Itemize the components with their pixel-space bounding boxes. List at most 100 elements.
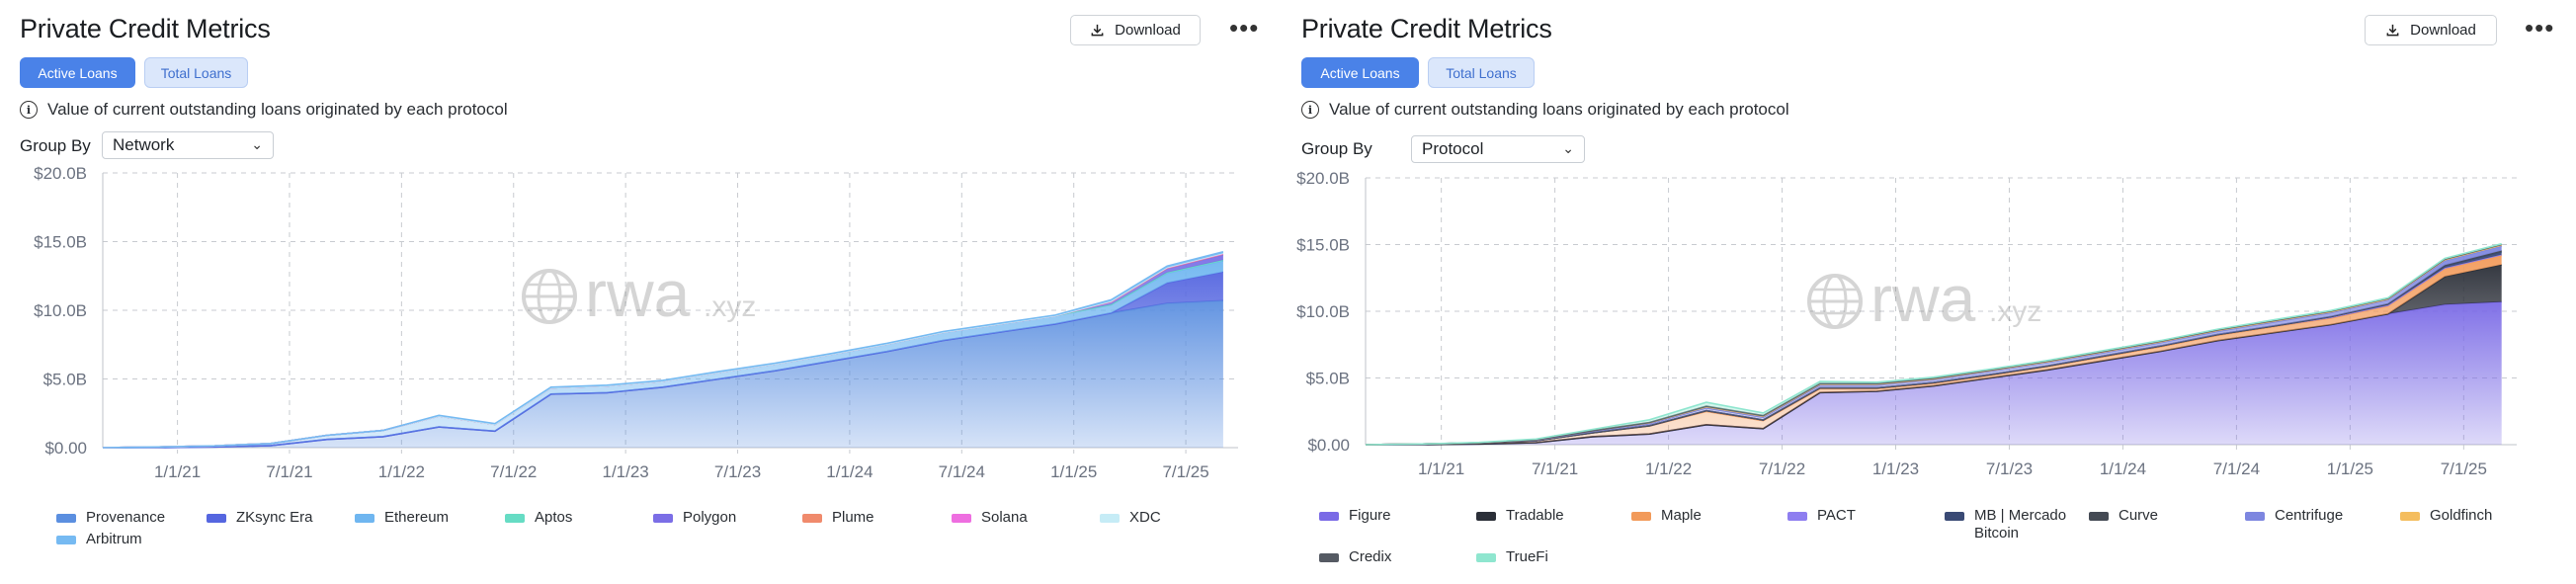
legend-label: Centrifuge <box>2275 507 2344 524</box>
more-options-icon[interactable]: ••• <box>2525 13 2555 42</box>
legend-swatch <box>1787 512 1807 521</box>
legend-item-arbitrum[interactable]: Arbitrum <box>56 531 142 548</box>
legend-swatch <box>802 514 822 523</box>
legend-label: ZKsync Era <box>236 509 313 526</box>
line-tradable <box>1366 264 2502 446</box>
x-tick-label: 7/1/24 <box>939 462 985 481</box>
group-by-value: Network <box>113 135 175 154</box>
legend-swatch <box>1319 512 1339 521</box>
legend-swatch <box>56 536 76 544</box>
x-tick-label: 7/1/21 <box>266 462 312 481</box>
y-tick-label: $5.0B <box>1306 370 1350 388</box>
legend-swatch <box>1945 512 1964 521</box>
legend-item-goldfinch[interactable]: Goldfinch <box>2400 507 2492 525</box>
legend-swatch <box>1476 512 1496 521</box>
globe-icon <box>522 269 577 324</box>
legend-swatch <box>355 514 374 523</box>
tab-active-loans[interactable]: Active Loans <box>1301 57 1419 88</box>
legend-item-plume[interactable]: Plume <box>802 509 874 527</box>
area-figure <box>1366 301 2502 445</box>
legend-item-credix[interactable]: Credix <box>1319 548 1391 566</box>
y-tick-label: $20.0B <box>34 164 87 183</box>
x-tick-label: 1/1/25 <box>2327 459 2373 478</box>
group-by-select[interactable]: Protocol ⌄ <box>1411 135 1585 163</box>
y-tick-label: $15.0B <box>1296 236 1350 255</box>
legend-item-provenance[interactable]: Provenance <box>56 509 165 527</box>
legend-item-solana[interactable]: Solana <box>952 509 1028 527</box>
legend-item-pact[interactable]: PACT <box>1787 507 1856 525</box>
x-tick-label: 7/1/25 <box>2441 459 2487 478</box>
more-options-icon[interactable]: ••• <box>1229 13 1260 42</box>
info-row: i Value of current outstanding loans ori… <box>20 100 508 120</box>
info-icon: i <box>1301 101 1319 119</box>
legend-label: Plume <box>832 509 874 526</box>
legend-label: MB | Mercado Bitcoin <box>1974 507 2067 542</box>
watermark: rwa .xyz <box>522 257 756 330</box>
legend-label: Credix <box>1349 548 1392 565</box>
group-by-select[interactable]: Network ⌄ <box>102 131 274 159</box>
legend-label: XDC <box>1129 509 1161 526</box>
legend-swatch <box>952 514 971 523</box>
x-tick-label: 7/1/24 <box>2213 459 2260 478</box>
legend-swatch <box>1631 512 1651 521</box>
download-button[interactable]: Download <box>1070 15 1201 45</box>
right-chart-panel: Private Credit Metrics Download ••• Acti… <box>1282 0 2566 584</box>
x-tick-label: 7/1/23 <box>1986 459 2033 478</box>
legend-item-aptos[interactable]: Aptos <box>505 509 572 527</box>
line-truefi <box>1365 242 2502 446</box>
x-tick-label: 1/1/21 <box>1418 459 1464 478</box>
tab-total-loans[interactable]: Total Loans <box>144 57 248 88</box>
y-tick-label: $0.00 <box>1307 436 1350 455</box>
info-text: Value of current outstanding loans origi… <box>47 100 508 119</box>
group-by-value: Protocol <box>1422 139 1484 158</box>
legend-item-curve[interactable]: Curve <box>2089 507 2158 525</box>
legend-item-figure[interactable]: Figure <box>1319 507 1391 525</box>
legend-item-zksync-era[interactable]: ZKsync Era <box>207 509 313 527</box>
legend-label: Ethereum <box>384 509 450 526</box>
x-tick-label: 7/1/22 <box>490 462 537 481</box>
legend-label: TrueFi <box>1506 548 1548 565</box>
x-tick-label: 7/1/22 <box>1759 459 1805 478</box>
line-arbitrum <box>102 251 1224 449</box>
legend-item-mb-mercado-bitcoin[interactable]: MB | Mercado Bitcoin <box>1945 507 2083 542</box>
legend-swatch <box>1100 514 1120 523</box>
legend-item-truefi[interactable]: TrueFi <box>1476 548 1548 566</box>
legend-item-xdc[interactable]: XDC <box>1100 509 1161 527</box>
globe-icon <box>1807 274 1863 329</box>
info-row: i Value of current outstanding loans ori… <box>1301 100 1789 120</box>
y-tick-label: $10.0B <box>34 301 87 320</box>
info-text: Value of current outstanding loans origi… <box>1329 100 1789 119</box>
legend-swatch <box>2400 512 2420 521</box>
watermark-text: rwa <box>1870 262 1976 335</box>
legend-label: Aptos <box>535 509 573 526</box>
legend-item-centrifuge[interactable]: Centrifuge <box>2245 507 2343 525</box>
group-by-label: Group By <box>1301 139 1372 158</box>
tab-active-loans[interactable]: Active Loans <box>20 57 135 88</box>
watermark-suffix: .xyz <box>704 291 756 323</box>
legend-swatch <box>2245 512 2265 521</box>
watermark-text: rwa <box>585 257 691 330</box>
series-areas <box>1365 242 2502 446</box>
legend-swatch <box>2089 512 2109 521</box>
x-tick-label: 7/1/23 <box>714 462 761 481</box>
x-tick-label: 7/1/25 <box>1162 462 1208 481</box>
download-button[interactable]: Download <box>2365 15 2497 45</box>
group-by-label: Group By <box>20 136 91 155</box>
legend-swatch <box>505 514 525 523</box>
watermark: rwa .xyz <box>1807 262 2041 335</box>
legend-item-tradable[interactable]: Tradable <box>1476 507 1564 525</box>
download-label: Download <box>2410 22 2476 39</box>
legend-swatch <box>1476 553 1496 562</box>
y-tick-label: $5.0B <box>43 371 87 389</box>
legend-swatch <box>653 514 673 523</box>
download-label: Download <box>1115 22 1181 39</box>
legend-label: Goldfinch <box>2430 507 2493 524</box>
tab-total-loans[interactable]: Total Loans <box>1428 57 1535 88</box>
x-tick-label: 1/1/24 <box>2100 459 2146 478</box>
legend-swatch <box>56 514 76 523</box>
legend-item-polygon[interactable]: Polygon <box>653 509 736 527</box>
legend-label: Tradable <box>1506 507 1564 524</box>
legend-label: Maple <box>1661 507 1702 524</box>
legend-item-maple[interactable]: Maple <box>1631 507 1702 525</box>
legend-item-ethereum[interactable]: Ethereum <box>355 509 449 527</box>
